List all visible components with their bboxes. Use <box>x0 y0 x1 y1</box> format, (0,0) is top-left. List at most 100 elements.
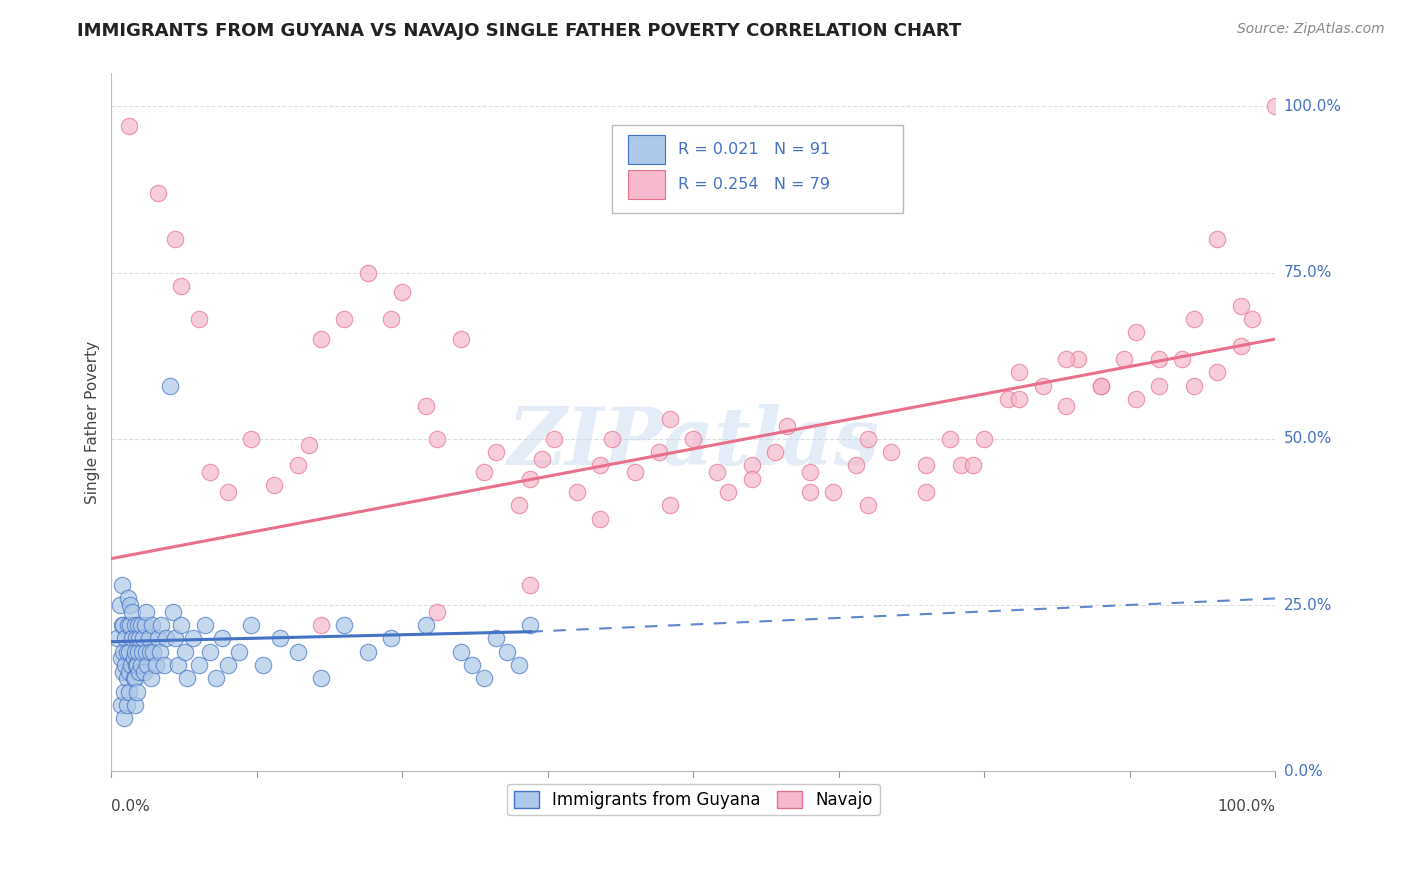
Point <box>1125 326 1147 340</box>
Point <box>139 645 162 659</box>
Point <box>309 332 332 346</box>
Point <box>1147 351 1170 366</box>
Text: 0.0%: 0.0% <box>111 799 150 814</box>
Point <box>165 632 187 646</box>
Point <box>200 645 222 659</box>
Point <box>624 465 647 479</box>
Point <box>120 657 142 672</box>
Point <box>1171 351 1194 366</box>
Point <box>127 618 149 632</box>
Point <box>647 445 669 459</box>
Point <box>1090 378 1112 392</box>
Point <box>122 651 145 665</box>
Point <box>117 618 139 632</box>
Point <box>600 432 623 446</box>
Point <box>115 698 138 712</box>
Point <box>450 645 472 659</box>
Point <box>129 618 152 632</box>
Point <box>124 645 146 659</box>
Point <box>132 665 155 679</box>
Point <box>333 618 356 632</box>
Point <box>309 618 332 632</box>
Point <box>132 632 155 646</box>
Point <box>142 645 165 659</box>
Point <box>1229 299 1251 313</box>
Point <box>450 332 472 346</box>
Point <box>146 186 169 200</box>
Point <box>111 618 134 632</box>
Point <box>146 632 169 646</box>
Point <box>117 591 139 606</box>
Point <box>176 671 198 685</box>
Text: 100.0%: 100.0% <box>1284 99 1341 114</box>
Point <box>1206 232 1229 246</box>
Point <box>187 312 209 326</box>
Point <box>118 665 141 679</box>
Point <box>111 578 134 592</box>
Point <box>1125 392 1147 406</box>
Point <box>426 432 449 446</box>
Point <box>125 684 148 698</box>
Point <box>298 438 321 452</box>
Point <box>997 392 1019 406</box>
Point <box>415 399 437 413</box>
Point <box>287 645 309 659</box>
Point <box>706 465 728 479</box>
Text: R = 0.254   N = 79: R = 0.254 N = 79 <box>678 178 831 192</box>
Point <box>1066 351 1088 366</box>
FancyBboxPatch shape <box>628 135 665 164</box>
Point <box>1054 399 1077 413</box>
Point <box>472 465 495 479</box>
Point <box>1090 378 1112 392</box>
Point <box>138 632 160 646</box>
Point <box>118 645 141 659</box>
Point <box>775 418 797 433</box>
Point <box>799 485 821 500</box>
Point <box>125 657 148 672</box>
Text: 75.0%: 75.0% <box>1284 265 1331 280</box>
Point <box>127 645 149 659</box>
Point <box>152 657 174 672</box>
Point <box>193 618 215 632</box>
Point <box>426 605 449 619</box>
Point <box>173 645 195 659</box>
Point <box>1147 378 1170 392</box>
Point <box>741 472 763 486</box>
Point <box>124 618 146 632</box>
Point <box>508 499 530 513</box>
Point <box>136 657 159 672</box>
Point <box>112 665 135 679</box>
Point <box>240 618 263 632</box>
Text: Source: ZipAtlas.com: Source: ZipAtlas.com <box>1237 22 1385 37</box>
Point <box>125 632 148 646</box>
Point <box>121 632 143 646</box>
Point <box>589 511 612 525</box>
Y-axis label: Single Father Poverty: Single Father Poverty <box>86 341 100 504</box>
Point <box>391 285 413 300</box>
Point <box>112 645 135 659</box>
Point <box>823 485 845 500</box>
Legend: Immigrants from Guyana, Navajo: Immigrants from Guyana, Navajo <box>508 784 880 815</box>
FancyBboxPatch shape <box>612 126 903 212</box>
Point <box>484 445 506 459</box>
Point <box>135 645 157 659</box>
Point <box>1241 312 1264 326</box>
Point <box>915 458 938 473</box>
Point <box>124 671 146 685</box>
Point <box>589 458 612 473</box>
Point <box>150 618 173 632</box>
Point <box>856 499 879 513</box>
Point <box>380 632 402 646</box>
Point <box>141 618 163 632</box>
Point <box>118 684 141 698</box>
Point <box>118 618 141 632</box>
Point <box>155 632 177 646</box>
Point <box>240 432 263 446</box>
Point <box>1008 365 1031 379</box>
Text: 50.0%: 50.0% <box>1284 432 1331 446</box>
Text: 0.0%: 0.0% <box>1284 764 1323 779</box>
Point <box>135 605 157 619</box>
Text: R = 0.021   N = 91: R = 0.021 N = 91 <box>678 143 831 157</box>
Text: ZIPatlas: ZIPatlas <box>508 404 880 482</box>
Point <box>1182 312 1205 326</box>
